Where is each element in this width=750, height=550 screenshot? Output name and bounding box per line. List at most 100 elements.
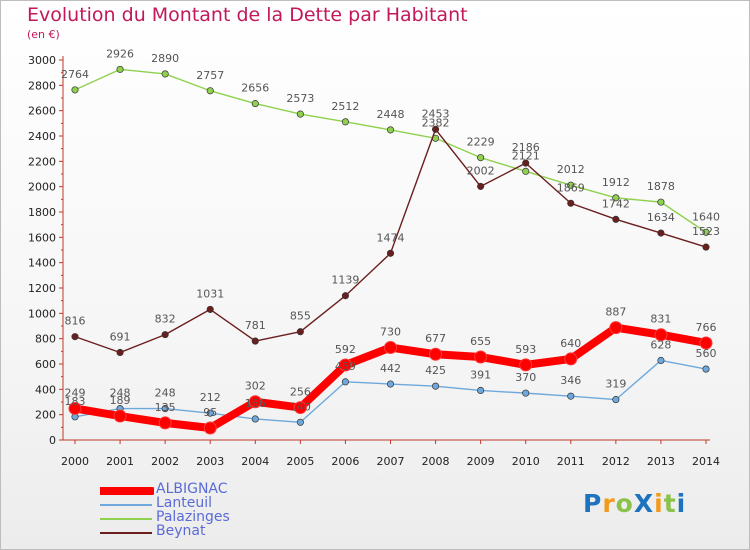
point-palazinges <box>116 65 124 73</box>
point-albignac <box>474 350 488 364</box>
point-palazinges <box>567 181 575 189</box>
data-label-albignac: 655 <box>470 335 491 348</box>
logo-letter: t <box>663 489 677 518</box>
point-lanteuil <box>522 389 530 397</box>
y-tick-label: 0 <box>49 434 56 447</box>
y-tick-label: 800 <box>35 333 56 346</box>
logo-letter: i <box>654 489 664 518</box>
x-tick-label: 2001 <box>106 455 134 468</box>
data-label-lanteuil: 442 <box>380 362 401 375</box>
point-palazinges <box>161 70 169 78</box>
legend-label-albignac: ALBIGNAC <box>156 481 228 497</box>
point-albignac <box>248 395 262 409</box>
data-label-palazinges: 2926 <box>106 47 134 60</box>
point-lanteuil <box>657 356 665 365</box>
legend-label-beynat: Beynat <box>156 523 206 539</box>
point-palazinges <box>386 126 395 134</box>
logo-letter: P <box>583 489 603 518</box>
x-tick-label: 2007 <box>377 455 405 468</box>
data-label-albignac: 640 <box>560 337 581 350</box>
data-label-albignac: 730 <box>380 326 401 339</box>
point-beynat <box>71 333 79 341</box>
data-label-lanteuil: 319 <box>605 378 626 391</box>
data-label-albignac: 677 <box>425 332 446 345</box>
point-beynat <box>206 305 214 313</box>
logo-letter: r <box>602 489 616 518</box>
point-lanteuil <box>161 405 169 413</box>
x-tick-label: 2003 <box>196 455 224 468</box>
legend-swatch-beynat <box>100 532 152 534</box>
data-label-lanteuil: 140 <box>290 400 311 413</box>
data-label-albignac: 766 <box>696 321 717 334</box>
y-tick-label: 2200 <box>28 155 56 168</box>
point-beynat <box>116 348 124 357</box>
data-label-lanteuil: 166 <box>245 397 266 410</box>
x-tick-label: 2009 <box>467 455 495 468</box>
point-palazinges <box>71 86 79 94</box>
y-tick-label: 2800 <box>28 79 56 92</box>
data-label-palazinges: 1640 <box>692 210 720 223</box>
data-label-palazinges: 1912 <box>602 176 630 189</box>
point-lanteuil <box>477 386 485 395</box>
data-label-beynat: 1139 <box>331 274 359 287</box>
data-label-albignac: 95 <box>203 406 217 419</box>
point-albignac <box>203 421 217 435</box>
point-albignac <box>609 321 623 335</box>
data-label-palazinges: 2512 <box>331 100 359 113</box>
point-beynat <box>432 125 440 133</box>
data-label-beynat: 1634 <box>647 211 675 224</box>
data-label-beynat: 1474 <box>377 231 405 244</box>
data-label-palazinges: 2382 <box>422 116 450 129</box>
point-albignac <box>519 358 533 372</box>
x-tick-label: 2013 <box>647 455 675 468</box>
legend-swatch-lanteuil <box>100 504 152 506</box>
point-beynat <box>386 249 395 257</box>
data-label-beynat: 832 <box>155 313 176 326</box>
data-label-beynat: 855 <box>290 310 311 323</box>
point-beynat <box>341 292 349 300</box>
y-tick-label: 400 <box>35 383 56 396</box>
data-label-beynat: 2002 <box>467 164 495 177</box>
data-label-beynat: 781 <box>245 319 266 332</box>
point-beynat <box>567 199 575 207</box>
data-label-lanteuil: 628 <box>650 338 671 351</box>
data-label-albignac: 592 <box>335 343 356 356</box>
point-albignac <box>699 336 713 350</box>
data-label-palazinges: 2656 <box>241 82 269 95</box>
point-palazinges <box>477 154 485 162</box>
data-label-lanteuil: 425 <box>425 364 446 377</box>
point-lanteuil <box>251 415 259 423</box>
chart-title: Evolution du Montant de la Dette par Hab… <box>27 4 468 26</box>
legend-label-palazinges: Palazinges <box>156 509 230 525</box>
y-tick-label: 1200 <box>28 282 56 295</box>
y-tick-label: 600 <box>35 358 56 371</box>
data-label-albignac: 256 <box>290 386 311 399</box>
data-label-palazinges: 2012 <box>557 163 585 176</box>
legend-swatch-albignac <box>100 487 154 495</box>
x-tick-label: 2011 <box>557 455 585 468</box>
point-palazinges <box>612 194 620 202</box>
data-labels: 249 189 135 95 302 256 592 730 677 655 593 640 887 83… <box>61 47 720 419</box>
y-tick-label: 2000 <box>28 181 56 194</box>
point-palazinges <box>296 110 304 118</box>
data-label-albignac: 302 <box>245 380 266 393</box>
point-beynat <box>612 215 620 223</box>
data-label-lanteuil: 346 <box>560 374 581 387</box>
point-lanteuil <box>206 409 214 417</box>
y-tick-label: 1800 <box>28 206 56 219</box>
point-albignac <box>654 328 668 342</box>
point-albignac <box>429 347 443 361</box>
proxiti-logo: ProXiti <box>583 489 686 518</box>
point-lanteuil <box>567 392 575 400</box>
data-label-palazinges: 1878 <box>647 180 675 193</box>
data-label-albignac: 887 <box>605 306 626 319</box>
point-albignac <box>158 416 172 430</box>
data-label-palazinges: 2764 <box>61 68 89 81</box>
point-beynat <box>522 159 530 167</box>
data-label-lanteuil: 183 <box>65 395 86 408</box>
point-palazinges <box>702 228 710 236</box>
y-tick-label: 200 <box>35 409 56 422</box>
point-beynat <box>657 229 665 237</box>
point-beynat <box>161 331 169 339</box>
point-albignac <box>293 401 307 415</box>
